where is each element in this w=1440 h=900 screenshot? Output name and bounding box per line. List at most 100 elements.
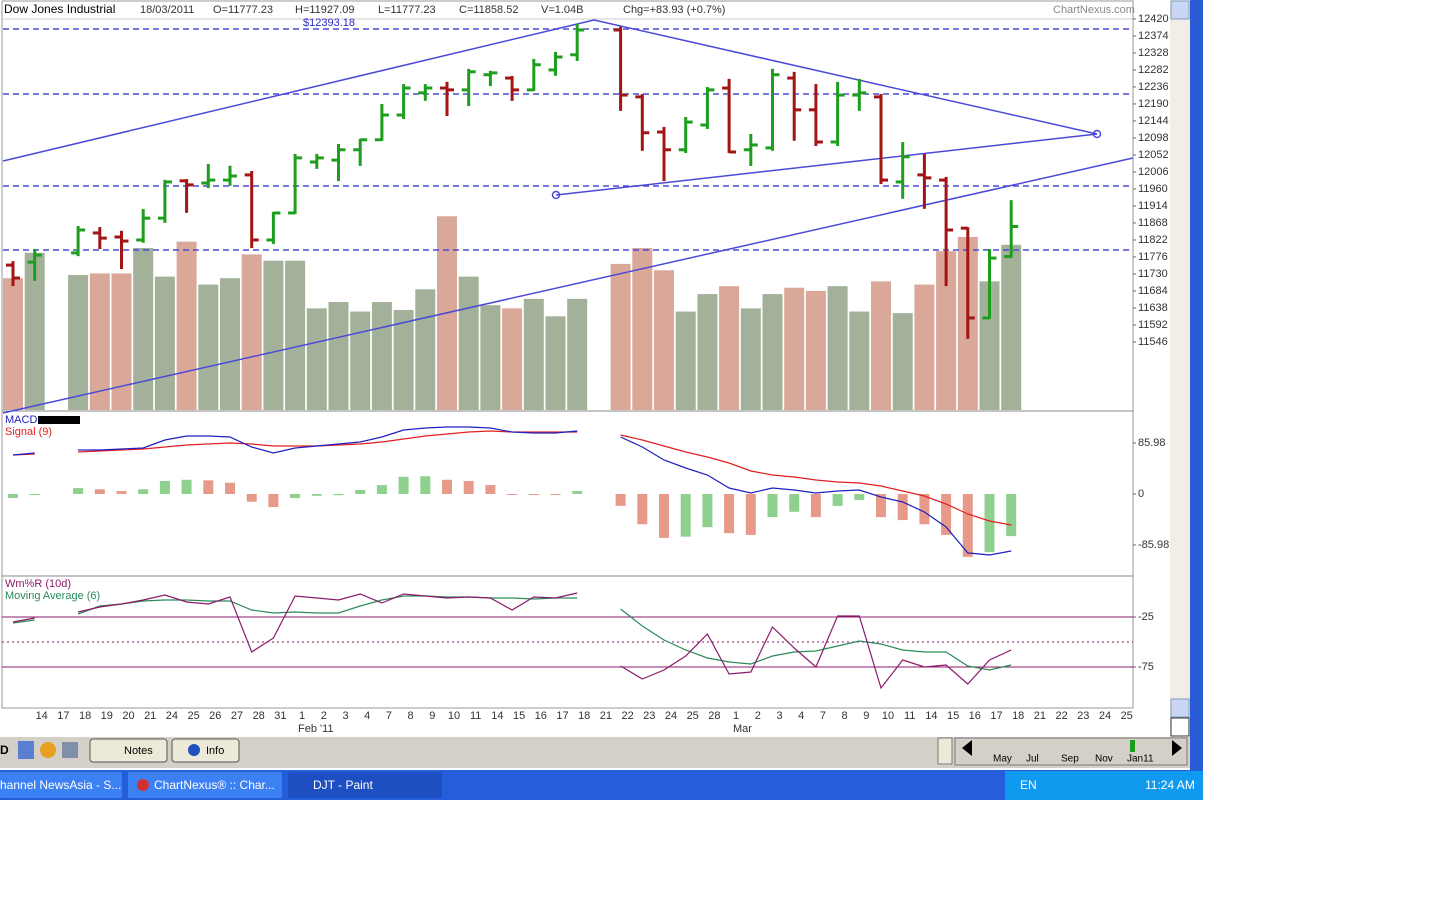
- y-tick-label: 11638: [1138, 302, 1168, 314]
- scroll-up[interactable]: [1170, 0, 1190, 20]
- price-label: $12393.18: [303, 17, 355, 29]
- x-tick-label: 3: [342, 710, 348, 722]
- macd-histogram-bar: [876, 494, 886, 518]
- macd-histogram-bar: [572, 491, 583, 494]
- y-tick-label: 11914: [1138, 200, 1168, 212]
- tool-icon[interactable]: [40, 742, 56, 758]
- indicator-line: [12, 595, 1012, 671]
- x-tick-label: 18: [1012, 710, 1024, 722]
- button-label: Notes: [124, 745, 153, 757]
- y-tick-label: 12006: [1138, 166, 1169, 178]
- navigator[interactable]: [954, 737, 1188, 766]
- volume-bar: [740, 308, 761, 410]
- x-tick-label: 2: [755, 710, 761, 722]
- y-tick-label: 12144: [1138, 115, 1169, 127]
- x-tick-label: 11: [904, 710, 915, 722]
- volume-bar: [892, 313, 913, 410]
- x-tick-label: 31: [274, 710, 286, 722]
- volume-bar: [849, 311, 870, 410]
- macd-histogram-bar: [528, 494, 539, 495]
- volume-bar: [697, 294, 718, 410]
- clock: 11:24 AM: [1145, 778, 1195, 792]
- x-tick-label: 15: [947, 710, 959, 722]
- chart-title: Dow Jones Industrial: [4, 2, 115, 16]
- window-border: [1190, 0, 1203, 800]
- header-field: Chg=+83.93 (+0.7%): [623, 4, 725, 16]
- macd-histogram-bar: [702, 494, 713, 528]
- macd-histogram-bar: [485, 485, 496, 494]
- volume-bar: [675, 311, 696, 410]
- x-tick-label: 17: [556, 710, 568, 722]
- volume-bar: [979, 281, 1000, 410]
- volume-bar: [154, 276, 175, 410]
- y-tick-label: 11822: [1138, 234, 1168, 246]
- y-tick-label: 11868: [1138, 217, 1168, 229]
- signal-legend: Signal (9): [5, 426, 52, 438]
- header-field: C=11858.52: [459, 4, 518, 16]
- scroll-down[interactable]: [1170, 698, 1190, 718]
- volume-bar: [545, 316, 566, 410]
- macd-histogram-bar: [138, 489, 149, 494]
- macd-histogram-bar: [659, 494, 669, 538]
- x-tick-label: 10: [882, 710, 894, 722]
- macd-histogram-bar: [73, 488, 84, 494]
- task-label: hannel NewsAsia - S...: [0, 778, 121, 792]
- x-tick-label: 28: [708, 710, 720, 722]
- wr-legend: Wm%R (10d): [5, 578, 71, 590]
- x-tick-label: 21: [600, 710, 612, 722]
- macd-histogram-bar: [680, 494, 691, 537]
- macd-histogram-bar: [897, 494, 908, 521]
- x-tick-label: 17: [57, 710, 69, 722]
- x-tick-label: 4: [798, 710, 804, 722]
- volume-bar: [936, 251, 957, 410]
- x-tick-label: 28: [253, 710, 265, 722]
- y-tick-label: 11592: [1138, 319, 1168, 331]
- volume-bar: [762, 294, 783, 410]
- x-tick-label: 9: [863, 710, 869, 722]
- x-tick-label: 8: [842, 710, 848, 722]
- y-tick-label: 12190: [1138, 98, 1169, 110]
- volume-bar: [68, 275, 89, 410]
- task-button[interactable]: [0, 772, 122, 798]
- volume-bar: [89, 273, 110, 410]
- scrollbar[interactable]: [1170, 0, 1190, 736]
- volume-bar: [871, 281, 891, 410]
- task-button[interactable]: [288, 772, 442, 798]
- macd-histogram-bar: [311, 494, 322, 496]
- macd-histogram-bar: [94, 489, 105, 494]
- x-tick-label: 15: [513, 710, 525, 722]
- x-tick-label: 16: [969, 710, 981, 722]
- y-tick-label: 11960: [1138, 183, 1168, 195]
- header-field: H=11927.09: [295, 4, 354, 16]
- trendline-handle: [551, 190, 561, 200]
- x-tick-label: 25: [187, 710, 199, 722]
- macd-histogram-bar: [745, 494, 756, 535]
- volume-bar: [220, 278, 240, 410]
- scroll-lock[interactable]: [1170, 717, 1190, 737]
- month-label: Mar: [733, 723, 752, 735]
- x-tick-label: 21: [1034, 710, 1046, 722]
- brand: ChartNexus.com: [1053, 4, 1135, 16]
- y-tick-label: 0: [1138, 488, 1144, 500]
- macd-histogram-bar: [268, 494, 279, 508]
- volume-bar: [1001, 244, 1022, 410]
- y-tick-label: 11776: [1138, 251, 1168, 263]
- header-field: V=1.04B: [541, 4, 584, 16]
- tool-icon[interactable]: [62, 742, 78, 758]
- info-button[interactable]: [171, 738, 240, 763]
- y-tick-label: 12328: [1138, 47, 1169, 59]
- nav-left[interactable]: [962, 740, 972, 756]
- header-field: 18/03/2011: [140, 4, 194, 16]
- x-tick-label: 20: [122, 710, 134, 722]
- nav-right[interactable]: [1172, 740, 1182, 756]
- zoom-buttons[interactable]: [937, 737, 953, 765]
- tool-icon[interactable]: [18, 741, 34, 759]
- volume-bar: [350, 311, 371, 410]
- macd-histogram-bar: [333, 494, 344, 496]
- macd-histogram-bar: [159, 480, 170, 494]
- x-tick-label: 2: [321, 710, 327, 722]
- notes-button[interactable]: [89, 738, 168, 763]
- nav-window[interactable]: [1130, 740, 1135, 752]
- task-button[interactable]: [128, 772, 282, 798]
